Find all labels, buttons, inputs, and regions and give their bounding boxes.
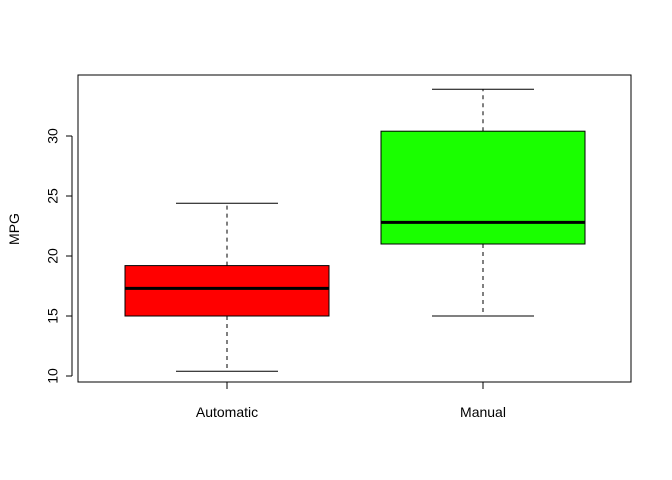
- box-manual: [380, 88, 586, 317]
- x-ticks: Automatic Manual: [196, 382, 506, 420]
- plot-frame: [77, 74, 632, 383]
- box-series: [124, 88, 586, 372]
- y-tick-label: 10: [45, 368, 61, 384]
- y-tick-label: 25: [45, 188, 61, 204]
- iqr-box: [380, 130, 586, 245]
- y-tick-label: 15: [45, 308, 61, 324]
- y-tick-label: 20: [45, 248, 61, 264]
- x-category-label: Automatic: [196, 404, 258, 420]
- y-ticks: 10 15 20 25 30: [45, 128, 72, 384]
- iqr-box: [124, 265, 330, 317]
- y-tick-label: 30: [45, 128, 61, 144]
- box-automatic: [124, 202, 330, 372]
- y-axis-label: MPG: [6, 213, 22, 245]
- x-category-label: Manual: [460, 404, 506, 420]
